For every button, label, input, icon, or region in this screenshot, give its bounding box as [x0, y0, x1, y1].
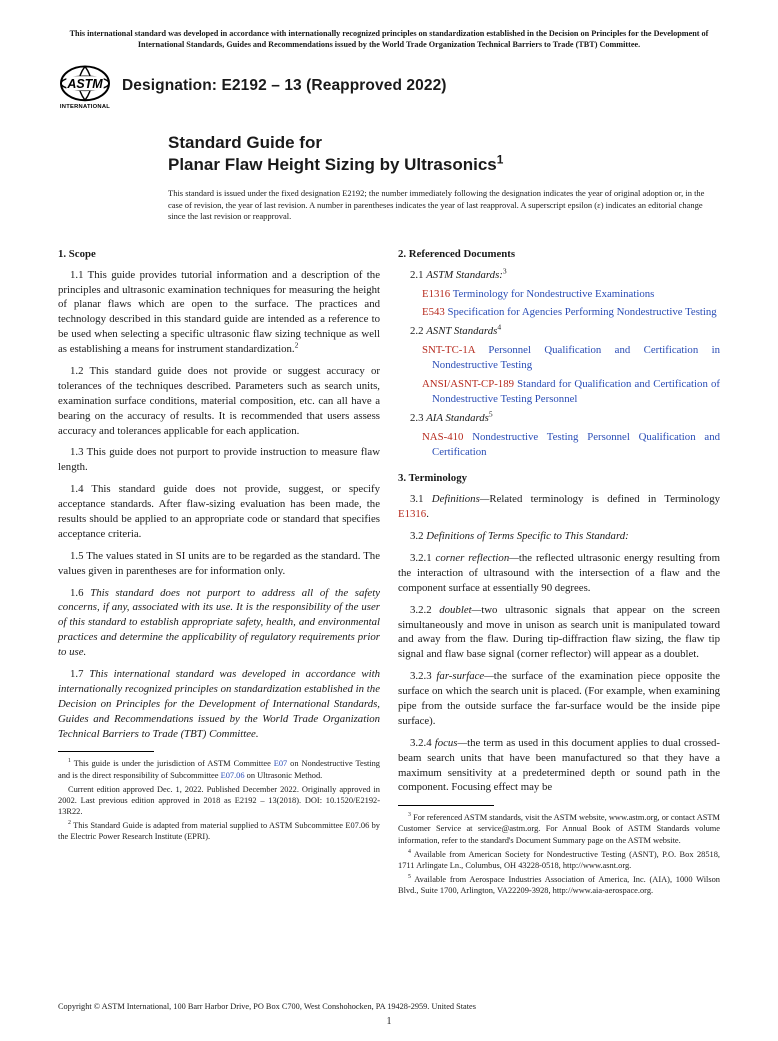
title-block: Standard Guide for Planar Flaw Height Si… [0, 110, 778, 176]
p31a: 3.1 [410, 493, 432, 505]
scope-heading: 1. Scope [58, 247, 380, 262]
r22-i: ASNT Standards [426, 325, 497, 337]
footnote-4: 4 Available from American Society for No… [398, 849, 720, 871]
footnote-2: 2 This Standard Guide is adapted from ma… [58, 820, 380, 842]
fn1a: This guide is under the jurisdiction of … [71, 759, 274, 768]
p32i: Definitions of Terms Specific to This St… [426, 530, 629, 542]
page: This international standard was develope… [0, 0, 778, 1041]
p323a: 3.2.3 [410, 670, 436, 682]
p31-code[interactable]: E1316 [398, 508, 426, 520]
e543-title[interactable]: Specification for Agencies Performing No… [445, 306, 717, 318]
p11-sup: 2 [295, 340, 299, 349]
designation: Designation: E2192 – 13 (Reapproved 2022… [122, 77, 447, 95]
footnote-5: 5 Available from Aerospace Industries As… [398, 874, 720, 896]
ref-e1316: E1316 Terminology for Nondestructive Exa… [398, 287, 720, 302]
snt-code[interactable]: SNT-TC-1A [422, 344, 475, 356]
title-line2: Planar Flaw Height Sizing by Ultrasonics… [168, 154, 720, 176]
ref-nas: NAS-410 Nondestructive Testing Personnel… [398, 430, 720, 460]
ansi-code[interactable]: ANSI/ASNT-CP-189 [422, 378, 514, 390]
svg-text:ASTM: ASTM [66, 77, 103, 91]
r21-num: 2.1 [410, 269, 426, 281]
nas-title[interactable]: Nondestructive Testing Personnel Qualifi… [432, 431, 720, 458]
para-1-4: 1.4 This standard guide does not provide… [58, 482, 380, 542]
e1316-title[interactable]: Terminology for Nondestructive Examinati… [450, 288, 654, 300]
para-3-2-2: 3.2.2 doublet—two ultrasonic signals tha… [398, 603, 720, 663]
copyright: Copyright © ASTM International, 100 Barr… [58, 1002, 720, 1011]
para-3-2-1: 3.2.1 corner reflection—the reflected ul… [398, 551, 720, 596]
p31c: . [426, 508, 429, 520]
footnote-1: 1 This guide is under the jurisdiction o… [58, 758, 380, 780]
title-sup: 1 [497, 153, 504, 167]
p11-text: 1.1 This guide provides tutorial informa… [58, 269, 380, 355]
fn1-link1[interactable]: E07 [274, 759, 288, 768]
p323i: far-surface— [436, 670, 493, 682]
p324a: 3.2.4 [410, 737, 435, 749]
r23-num: 2.3 [410, 412, 426, 424]
ref-heading: 2. Referenced Documents [398, 247, 720, 262]
para-1-5: 1.5 The values stated in SI units are to… [58, 549, 380, 579]
para-1-1: 1.1 This guide provides tutorial informa… [58, 268, 380, 357]
e1316-code[interactable]: E1316 [422, 288, 450, 300]
e543-code[interactable]: E543 [422, 306, 445, 318]
para-1-7: 1.7 This international standard was deve… [58, 667, 380, 741]
top-disclaimer: This international standard was develope… [0, 0, 778, 60]
fn5-text: Available from Aerospace Industries Asso… [398, 875, 720, 895]
p31b: Related terminology is defined in Termin… [489, 493, 720, 505]
p322a: 3.2.2 [410, 604, 439, 616]
page-number: 1 [0, 1016, 778, 1027]
fn1c: on Ultrasonic Method. [245, 771, 323, 780]
title-line1: Standard Guide for [168, 132, 720, 154]
para-3-2: 3.2 Definitions of Terms Specific to Thi… [398, 529, 720, 544]
r23-sup: 5 [489, 409, 493, 418]
r22-num: 2.2 [410, 325, 426, 337]
nas-code[interactable]: NAS-410 [422, 431, 463, 443]
p321a: 3.2.1 [410, 552, 436, 564]
ref-ansi: ANSI/ASNT-CP-189 Standard for Qualificat… [398, 377, 720, 407]
title-text: Planar Flaw Height Sizing by Ultrasonics [168, 155, 497, 174]
fn3-text: For referenced ASTM standards, visit the… [398, 813, 720, 844]
para-1-3: 1.3 This guide does not purport to provi… [58, 445, 380, 475]
svg-text:INTERNATIONAL: INTERNATIONAL [60, 104, 110, 110]
snt-title[interactable]: Personnel Qualification and Certificatio… [432, 344, 720, 371]
fn4-text: Available from American Society for Nond… [398, 850, 720, 870]
para-1-6: 1.6 This standard does not purport to ad… [58, 586, 380, 660]
ref-e543: E543 Specification for Agencies Performi… [398, 305, 720, 320]
footnote-rule [58, 751, 154, 752]
columns: 1. Scope 1.1 This guide provides tutoria… [0, 223, 778, 899]
p32-num: 3.2 [410, 530, 426, 542]
issue-note: This standard is issued under the fixed … [0, 176, 776, 222]
p324i: focus— [435, 737, 467, 749]
p31i: Definitions— [432, 493, 490, 505]
footnote-1d: Current edition approved Dec. 1, 2022. P… [58, 784, 380, 817]
p16-text: This standard does not purport to addres… [58, 587, 380, 659]
fn1-link2[interactable]: E07.06 [221, 771, 245, 780]
r21-sup: 3 [503, 266, 507, 275]
p17-text: This international standard was develope… [58, 668, 380, 740]
ref-snt: SNT-TC-1A Personnel Qualification and Ce… [398, 343, 720, 373]
term-heading: 3. Terminology [398, 471, 720, 486]
footnotes-left: 1 This guide is under the jurisdiction o… [58, 758, 380, 842]
header: ASTM INTERNATIONAL Designation: E2192 – … [0, 60, 778, 110]
left-column: 1. Scope 1.1 This guide provides tutoria… [58, 243, 380, 899]
p322i: doublet— [439, 604, 481, 616]
para-3-1: 3.1 Definitions—Related terminology is d… [398, 492, 720, 522]
right-column: 2. Referenced Documents 2.1 ASTM Standar… [398, 243, 720, 899]
r21-i: ASTM Standards: [426, 269, 503, 281]
p321i: corner reflection— [436, 552, 519, 564]
r22-sup: 4 [497, 323, 501, 332]
r23-i: AIA Standards [426, 412, 489, 424]
footnotes-right: 3 For referenced ASTM standards, visit t… [398, 812, 720, 896]
fn2-text: This Standard Guide is adapted from mate… [58, 821, 380, 841]
para-3-2-3: 3.2.3 far-surface—the surface of the exa… [398, 669, 720, 729]
para-3-2-4: 3.2.4 focus—the term as used in this doc… [398, 736, 720, 796]
para-1-2: 1.2 This standard guide does not provide… [58, 364, 380, 438]
ref-2-2: 2.2 ASNT Standards4 [398, 324, 720, 339]
footnote-3: 3 For referenced ASTM standards, visit t… [398, 812, 720, 845]
astm-logo: ASTM INTERNATIONAL [58, 62, 112, 110]
ref-2-1: 2.1 ASTM Standards:3 [398, 268, 720, 283]
footnote-rule-right [398, 805, 494, 806]
ref-2-3: 2.3 AIA Standards5 [398, 411, 720, 426]
